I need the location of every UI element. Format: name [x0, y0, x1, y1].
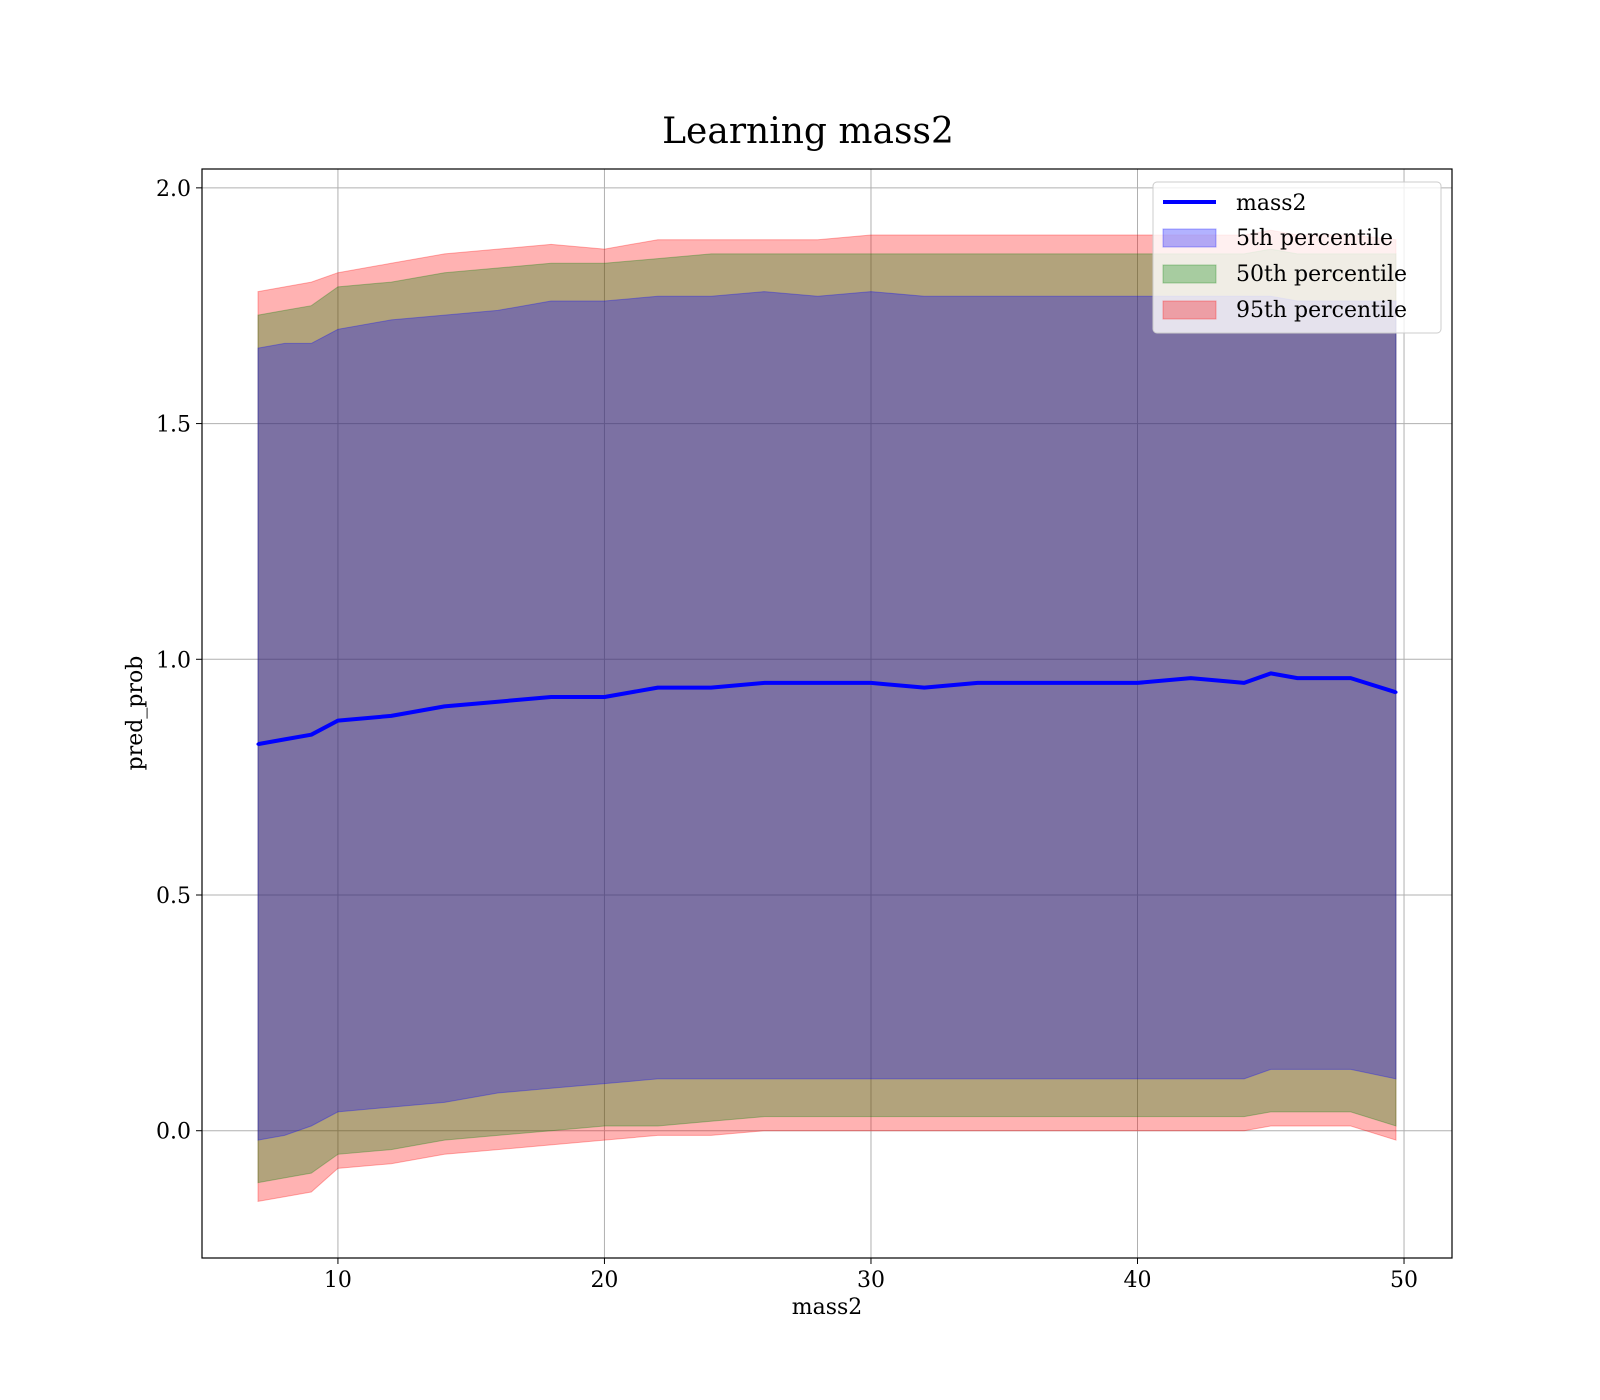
data-point — [256, 742, 260, 746]
band-50th-percentile — [257, 248, 1397, 1184]
data-point — [602, 695, 606, 699]
data-point — [816, 681, 820, 685]
x-tick-label: 40 — [1124, 1268, 1152, 1293]
y-tick-label: 0.5 — [156, 884, 191, 909]
y-tick-label: 1.0 — [156, 648, 191, 673]
legend-label-95th: 95th percentile — [1236, 298, 1407, 323]
data-point — [976, 681, 980, 685]
data-point — [1082, 681, 1086, 685]
data-point — [443, 704, 447, 708]
plot-frame — [201, 168, 1453, 1259]
data-point — [1189, 676, 1193, 680]
legend: mass2 5th percentile 50th percentile 95t… — [1152, 181, 1442, 334]
data-point — [1029, 681, 1033, 685]
data-point — [1269, 671, 1273, 675]
data-point — [656, 686, 660, 690]
y-axis-label: pred_prob — [123, 656, 148, 771]
legend-box — [1152, 181, 1442, 334]
chart-title: Learning mass2 — [662, 111, 954, 152]
data-point — [283, 737, 287, 741]
data-point — [336, 719, 340, 723]
legend-label-5th: 5th percentile — [1236, 226, 1393, 251]
data-point — [389, 714, 393, 718]
legend-label-mass2: mass2 — [1236, 191, 1307, 216]
data-point — [549, 695, 553, 699]
x-axis-ticks: 10 20 30 40 50 — [324, 1258, 1418, 1293]
data-point — [709, 686, 713, 690]
y-tick-label: 1.5 — [156, 413, 191, 438]
mean-line-layer — [256, 671, 1398, 747]
x-axis-label: mass2 — [792, 1295, 863, 1320]
band-95th-percentile — [257, 229, 1397, 1202]
data-point — [1136, 681, 1140, 685]
data-point — [922, 686, 926, 690]
legend-swatch-5th — [1162, 228, 1217, 248]
y-tick-label: 0.0 — [156, 1120, 191, 1145]
data-point — [1295, 676, 1299, 680]
y-tick-label: 2.0 — [156, 177, 191, 202]
legend-swatch-50th — [1162, 264, 1217, 284]
y-axis-ticks: 0.0 0.5 1.0 1.5 2.0 — [156, 177, 202, 1145]
x-tick-label: 30 — [857, 1268, 885, 1293]
percentile-bands — [257, 229, 1397, 1202]
data-point — [762, 681, 766, 685]
data-point — [1349, 676, 1353, 680]
legend-label-50th: 50th percentile — [1236, 262, 1407, 287]
data-point — [869, 681, 873, 685]
data-point — [309, 733, 313, 737]
band-5th-percentile — [257, 291, 1397, 1141]
x-tick-label: 50 — [1390, 1268, 1418, 1293]
data-point — [1242, 681, 1246, 685]
data-point — [496, 700, 500, 704]
x-tick-label: 20 — [590, 1268, 618, 1293]
data-point — [1394, 690, 1398, 694]
legend-swatch-95th — [1162, 300, 1217, 320]
x-tick-label: 10 — [324, 1268, 352, 1293]
